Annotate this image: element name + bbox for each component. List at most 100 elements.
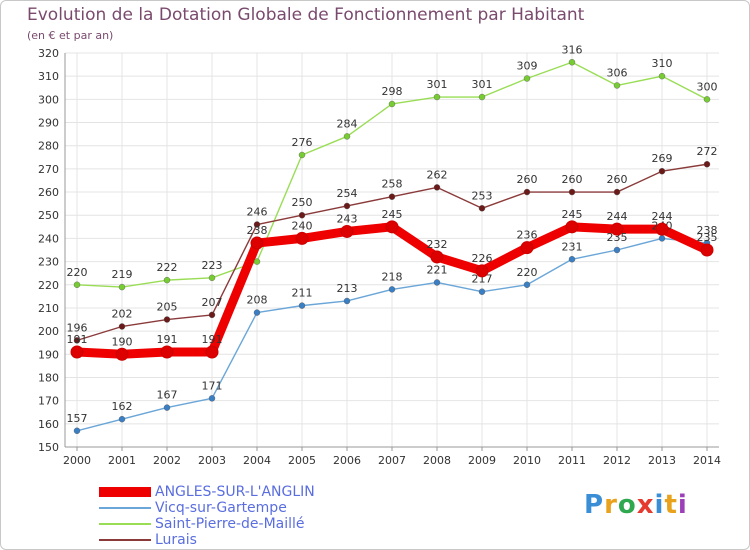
data-point — [295, 231, 309, 245]
data-label: 262 — [427, 168, 448, 181]
legend-label: Saint-Pierre-de-Maillé — [155, 516, 305, 532]
y-tick-label: 300 — [38, 93, 59, 106]
data-label: 218 — [382, 270, 403, 283]
data-point — [253, 221, 261, 228]
data-label: 260 — [517, 173, 538, 186]
data-label: 309 — [517, 59, 538, 72]
data-label: 217 — [472, 273, 493, 286]
data-label: 298 — [382, 85, 403, 98]
data-point — [523, 188, 531, 196]
data-point — [658, 167, 666, 175]
data-point — [298, 212, 306, 219]
data-point — [658, 72, 666, 80]
data-point — [343, 133, 351, 140]
data-label: 162 — [112, 400, 133, 413]
data-label: 236 — [517, 229, 538, 242]
data-point — [208, 395, 216, 402]
data-point — [298, 302, 306, 309]
data-point — [568, 256, 576, 263]
data-label: 191 — [202, 333, 223, 346]
data-label: 208 — [247, 294, 268, 307]
data-point — [703, 161, 711, 168]
data-label: 190 — [112, 335, 133, 348]
data-label: 222 — [157, 261, 178, 274]
data-label: 213 — [337, 282, 358, 295]
x-tick-label: 2009 — [468, 454, 496, 467]
data-label: 250 — [292, 196, 313, 209]
legend-swatch — [99, 487, 151, 497]
data-point — [700, 243, 714, 257]
data-label: 245 — [562, 208, 583, 221]
y-tick-label: 240 — [38, 232, 59, 245]
data-label: 260 — [562, 173, 583, 186]
x-tick-label: 2008 — [423, 454, 451, 467]
x-tick-label: 2010 — [513, 454, 541, 467]
y-tick-label: 280 — [38, 140, 59, 153]
data-point — [118, 323, 126, 330]
y-tick-label: 290 — [38, 117, 59, 130]
data-point — [118, 283, 126, 291]
legend-swatch — [99, 539, 151, 541]
data-point — [478, 93, 486, 101]
x-tick-label: 2007 — [378, 454, 406, 467]
data-point — [568, 59, 576, 66]
data-point — [208, 274, 216, 282]
data-point — [73, 427, 81, 434]
data-label: 240 — [292, 219, 313, 232]
data-label: 306 — [607, 66, 628, 79]
data-label: 235 — [697, 231, 718, 244]
data-point — [343, 297, 351, 305]
y-tick-label: 310 — [38, 70, 59, 83]
y-tick-label: 210 — [38, 302, 59, 315]
data-label: 310 — [652, 57, 673, 70]
legend-swatch — [99, 523, 151, 525]
data-point — [388, 100, 396, 108]
data-label: 244 — [607, 210, 628, 223]
data-point — [610, 222, 624, 236]
x-tick-label: 2013 — [648, 454, 676, 467]
data-point — [70, 345, 84, 359]
data-point — [163, 276, 171, 284]
legend-label: ANGLES-SUR-L'ANGLIN — [155, 484, 315, 500]
data-label: 272 — [697, 145, 718, 158]
x-tick-label: 2004 — [243, 454, 271, 467]
data-label: 207 — [202, 296, 223, 309]
y-tick-label: 220 — [38, 279, 59, 292]
legend-swatch — [99, 507, 151, 509]
data-label: 260 — [607, 173, 628, 186]
data-label: 220 — [517, 266, 538, 279]
y-tick-label: 320 — [38, 47, 59, 60]
data-label: 205 — [157, 301, 178, 314]
data-label: 171 — [202, 379, 223, 392]
data-point — [430, 250, 444, 264]
data-label: 191 — [157, 333, 178, 346]
data-point — [388, 193, 396, 200]
data-label: 245 — [382, 208, 403, 221]
x-tick-label: 2003 — [198, 454, 226, 467]
x-tick-label: 2006 — [333, 454, 361, 467]
data-point — [253, 258, 261, 265]
data-label: 301 — [472, 78, 493, 91]
data-point — [433, 93, 441, 101]
data-label: 316 — [562, 43, 583, 56]
data-point — [478, 205, 486, 212]
y-tick-label: 170 — [38, 395, 59, 408]
data-point — [205, 345, 219, 359]
data-label: 202 — [112, 307, 133, 320]
data-label: 231 — [562, 240, 583, 253]
data-label: 253 — [472, 189, 493, 202]
data-point — [565, 220, 579, 234]
data-point — [163, 316, 171, 323]
data-point — [433, 279, 441, 286]
data-label: 238 — [697, 224, 718, 237]
data-label: 235 — [607, 231, 628, 244]
x-tick-label: 2011 — [558, 454, 586, 467]
data-point — [475, 264, 489, 278]
data-point — [613, 188, 621, 196]
data-label: 276 — [292, 136, 313, 149]
data-point — [298, 151, 306, 159]
data-label: 226 — [472, 252, 493, 265]
data-point — [523, 75, 531, 82]
data-label: 196 — [67, 321, 88, 334]
